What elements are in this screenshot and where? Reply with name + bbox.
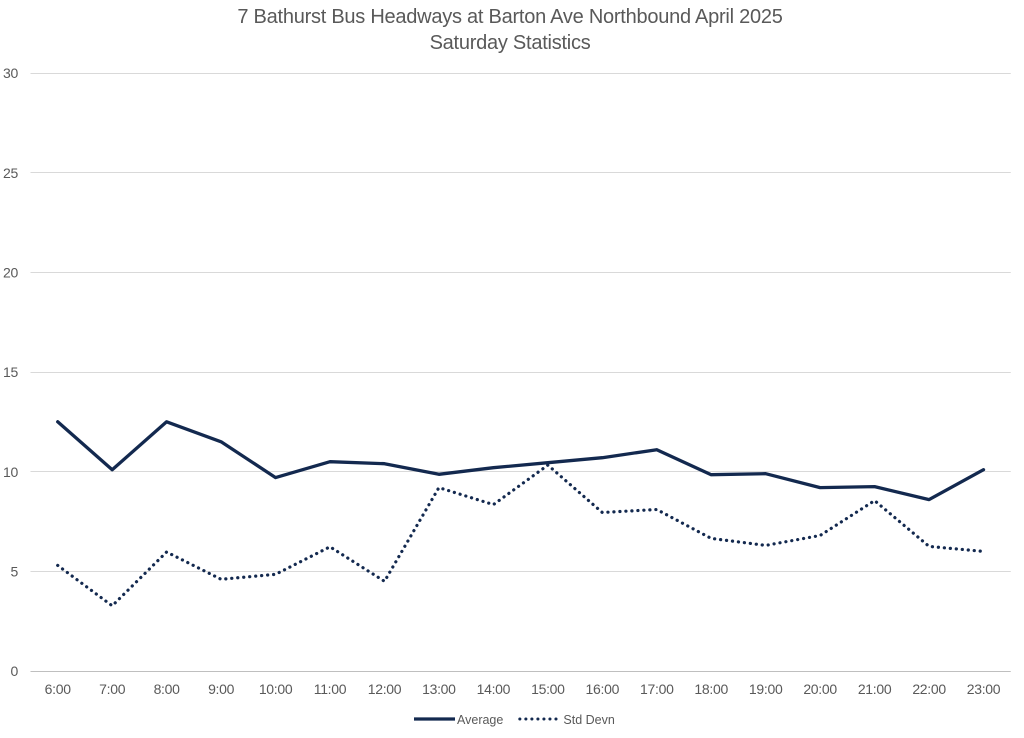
svg-text:8:00: 8:00 — [154, 681, 181, 697]
svg-text:13:00: 13:00 — [422, 681, 456, 697]
svg-text:30: 30 — [3, 65, 18, 81]
svg-text:Std Devn: Std Devn — [563, 713, 614, 727]
svg-text:15: 15 — [3, 364, 18, 380]
svg-text:10:00: 10:00 — [259, 681, 293, 697]
svg-text:0: 0 — [11, 663, 19, 679]
svg-text:18:00: 18:00 — [694, 681, 728, 697]
svg-text:9:00: 9:00 — [208, 681, 235, 697]
svg-text:Saturday Statistics: Saturday Statistics — [430, 32, 591, 54]
svg-text:7:00: 7:00 — [99, 681, 126, 697]
svg-text:20:00: 20:00 — [803, 681, 837, 697]
svg-text:14:00: 14:00 — [477, 681, 511, 697]
svg-text:11:00: 11:00 — [314, 681, 347, 697]
svg-text:Average: Average — [457, 713, 503, 727]
svg-text:25: 25 — [3, 165, 18, 181]
svg-text:15:00: 15:00 — [531, 681, 565, 697]
svg-text:19:00: 19:00 — [749, 681, 783, 697]
svg-text:22:00: 22:00 — [912, 681, 946, 697]
svg-text:21:00: 21:00 — [858, 681, 892, 697]
svg-text:23:00: 23:00 — [967, 681, 1001, 697]
svg-text:17:00: 17:00 — [640, 681, 674, 697]
svg-text:10: 10 — [3, 464, 18, 480]
svg-text:5: 5 — [11, 563, 19, 579]
svg-text:16:00: 16:00 — [586, 681, 620, 697]
svg-text:6:00: 6:00 — [45, 681, 72, 697]
svg-text:12:00: 12:00 — [368, 681, 402, 697]
svg-text:7 Bathurst Bus Headways at Bar: 7 Bathurst Bus Headways at Barton Ave No… — [237, 6, 782, 28]
svg-text:20: 20 — [3, 264, 18, 280]
